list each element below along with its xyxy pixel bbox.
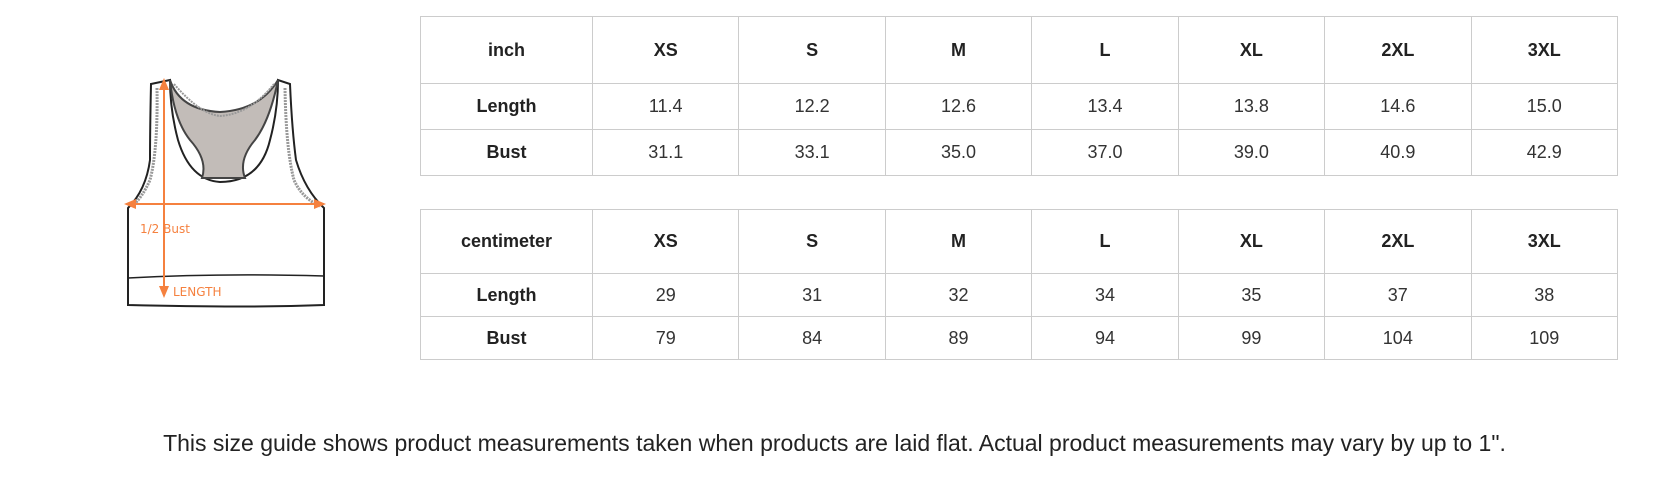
unit-header: inch (420, 16, 593, 84)
table-cell: 33.1 (738, 129, 886, 176)
row-label: Length (420, 273, 593, 317)
table-cell: 15.0 (1470, 83, 1619, 130)
table-cell: 99 (1177, 316, 1326, 360)
table-cell: 11.4 (591, 83, 740, 130)
table-cell: 42.9 (1470, 129, 1619, 176)
table-cell: 12.6 (884, 83, 1033, 130)
table-cell: 13.8 (1177, 83, 1326, 130)
table-cell: 35.0 (884, 129, 1033, 176)
size-header: 2XL (1324, 16, 1472, 84)
size-header: M (884, 209, 1033, 274)
size-header: XL (1177, 16, 1326, 84)
size-header: S (738, 16, 886, 84)
length-label: LENGTH (173, 285, 221, 299)
half-bust-label: 1/2 Bust (140, 222, 190, 236)
table-cell: 14.6 (1324, 83, 1472, 130)
table-cell: 94 (1031, 316, 1179, 360)
table-cell: 12.2 (738, 83, 886, 130)
row-label: Length (420, 83, 593, 130)
size-header: XS (591, 16, 740, 84)
table-cell: 37.0 (1031, 129, 1179, 176)
table-cell: 89 (884, 316, 1033, 360)
size-header: XS (591, 209, 740, 274)
table-header-row: inch XS S M L XL 2XL 3XL (420, 16, 1619, 84)
table-cell: 29 (591, 273, 740, 317)
size-header: XL (1177, 209, 1326, 274)
size-header: M (884, 16, 1033, 84)
table-cell: 31.1 (591, 129, 740, 176)
unit-header: centimeter (420, 209, 593, 274)
size-header: 3XL (1470, 209, 1619, 274)
size-header: 3XL (1470, 16, 1619, 84)
inch-size-table: inch XS S M L XL 2XL 3XL Length 11.4 12.… (420, 16, 1619, 176)
table-cell: 13.4 (1031, 83, 1179, 130)
size-header: 2XL (1324, 209, 1472, 274)
table-cell: 109 (1470, 316, 1619, 360)
table-cell: 84 (738, 316, 886, 360)
size-header: L (1031, 16, 1179, 84)
centimeter-size-table: centimeter XS S M L XL 2XL 3XL Length 29… (420, 209, 1619, 360)
table-row: Bust 31.1 33.1 35.0 37.0 39.0 40.9 42.9 (420, 129, 1619, 176)
table-cell: 37 (1324, 273, 1472, 317)
table-cell: 104 (1324, 316, 1472, 360)
table-cell: 38 (1470, 273, 1619, 317)
table-cell: 31 (738, 273, 886, 317)
table-cell: 40.9 (1324, 129, 1472, 176)
table-row: Length 29 31 32 34 35 37 38 (420, 273, 1619, 317)
table-header-row: centimeter XS S M L XL 2XL 3XL (420, 209, 1619, 274)
size-header: L (1031, 209, 1179, 274)
sports-bra-measurement-diagram: 1/2 Bust LENGTH (110, 70, 360, 330)
table-row: Bust 79 84 89 94 99 104 109 (420, 316, 1619, 360)
size-guide-note: This size guide shows product measuremen… (163, 430, 1506, 456)
row-label: Bust (420, 316, 593, 360)
size-header: S (738, 209, 886, 274)
table-cell: 39.0 (1177, 129, 1326, 176)
table-cell: 34 (1031, 273, 1179, 317)
table-cell: 32 (884, 273, 1033, 317)
table-cell: 79 (591, 316, 740, 360)
table-row: Length 11.4 12.2 12.6 13.4 13.8 14.6 15.… (420, 83, 1619, 130)
table-cell: 35 (1177, 273, 1326, 317)
row-label: Bust (420, 129, 593, 176)
